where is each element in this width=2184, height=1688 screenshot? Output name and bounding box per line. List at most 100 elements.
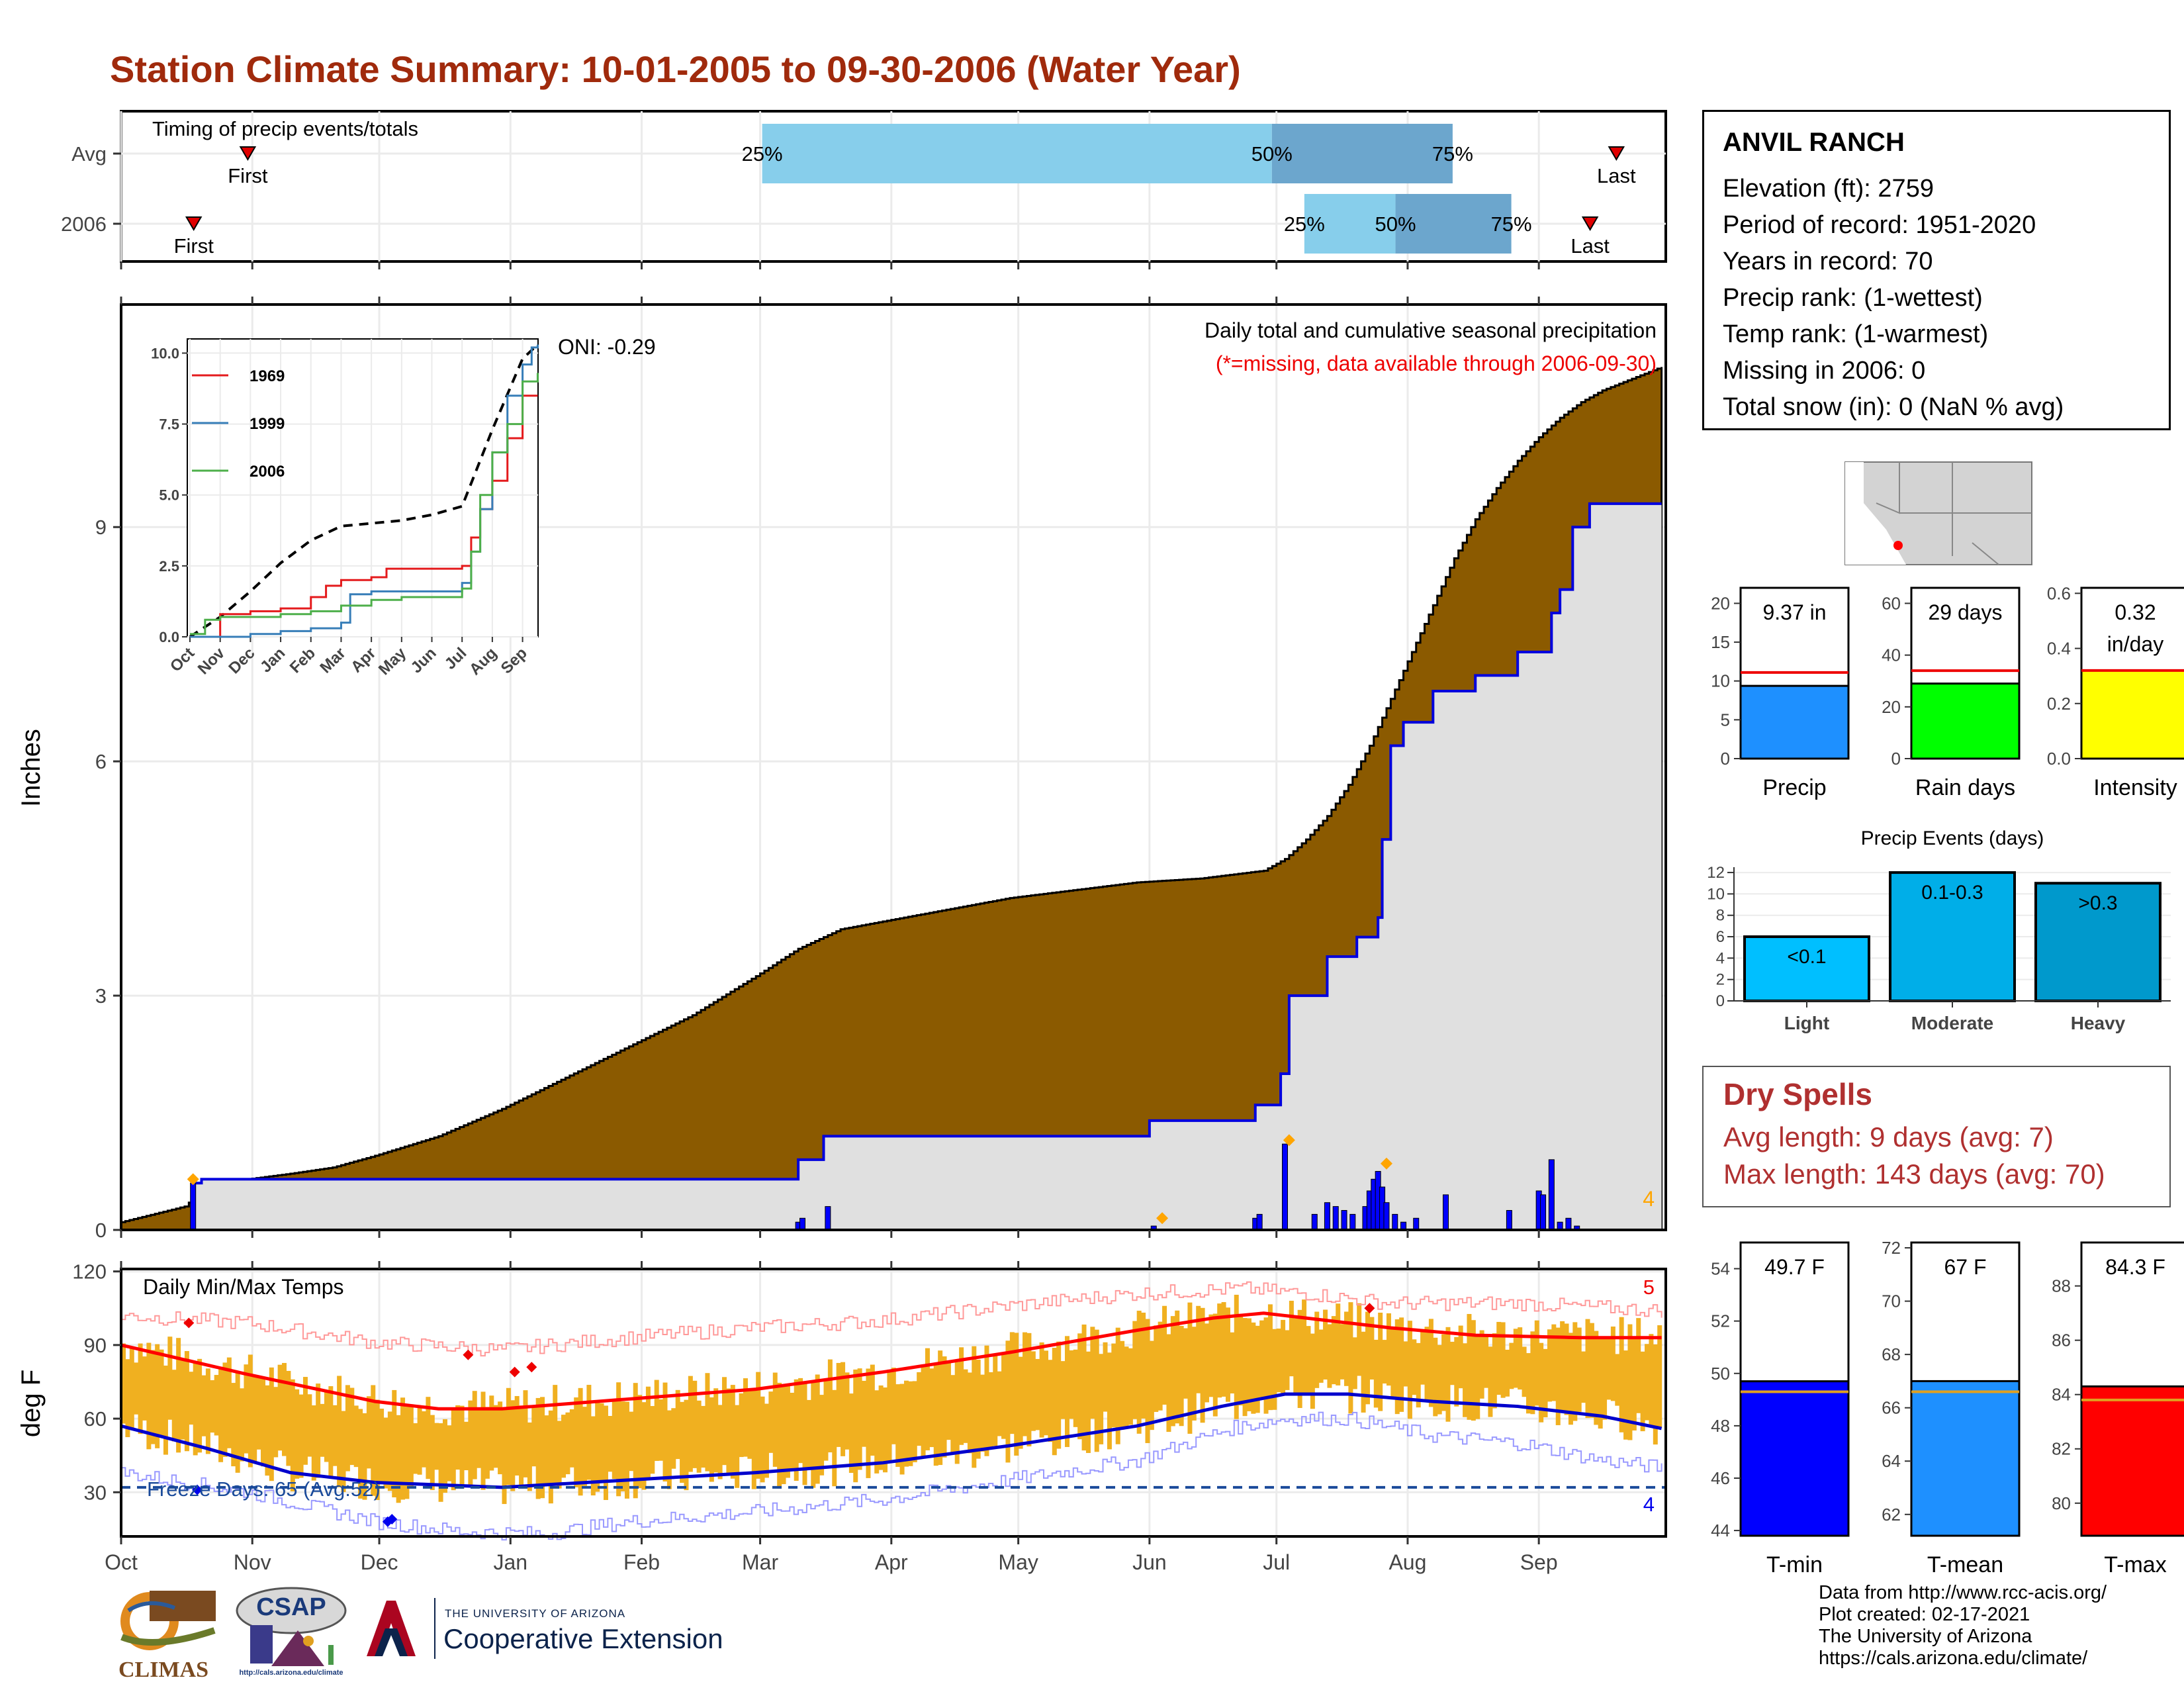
daily-temp-bar xyxy=(1636,1318,1641,1413)
daily-temp-bar xyxy=(726,1388,731,1474)
daily-temp-bar xyxy=(1547,1329,1552,1402)
daily-temp-bar xyxy=(1437,1344,1442,1415)
daily-temp-bar xyxy=(899,1383,905,1475)
daily-temp-bar xyxy=(954,1362,960,1464)
events-category-label: Moderate xyxy=(1911,1013,1993,1033)
daily-temp-bar xyxy=(1183,1328,1189,1399)
intensity-value-label: 0.32 xyxy=(2115,600,2156,624)
tmax-ytick-label: 82 xyxy=(2052,1439,2071,1459)
daily-temp-bar xyxy=(1564,1323,1569,1415)
daily-temp-bar xyxy=(1331,1316,1336,1385)
tmin-ytick-label: 54 xyxy=(1711,1259,1730,1279)
daily-temp-bar xyxy=(1525,1353,1531,1414)
daily-temp-bar xyxy=(447,1425,452,1481)
daily-temp-bar xyxy=(392,1389,397,1497)
credit-plot-created: Plot created: 02-17-2021 xyxy=(1819,1604,2030,1625)
locator-map xyxy=(1844,461,2032,565)
daily-temp-bar xyxy=(1449,1341,1455,1385)
daily-temp-bar xyxy=(1627,1324,1633,1440)
record-low-marker xyxy=(192,1484,203,1495)
daily-temp-bar xyxy=(903,1380,909,1467)
daily-temp-bar xyxy=(781,1385,786,1485)
inset-legend-label: 1969 xyxy=(250,367,285,385)
daily-temp-bar xyxy=(1323,1309,1328,1380)
daily-temp-bar xyxy=(210,1380,215,1433)
daily-temp-bar xyxy=(1657,1325,1662,1429)
daily-temp-bar xyxy=(1378,1312,1383,1411)
daily-temp-bar xyxy=(1044,1350,1048,1436)
tmean-chart: 62 64 66 68 70 72 67 F T-mean xyxy=(1882,1238,2021,1577)
tmin-chart: 44 46 48 50 52 54 49.7 F T-min xyxy=(1711,1241,1850,1577)
events-category-label: Heavy xyxy=(2071,1013,2126,1033)
daily-temp-bar xyxy=(244,1364,249,1454)
last-event-marker xyxy=(1581,216,1599,231)
tmax-record-line xyxy=(121,1281,1662,1357)
daily-temp-bar xyxy=(298,1394,304,1478)
daily-temp-bar xyxy=(756,1372,761,1479)
daily-temp-bar xyxy=(1594,1331,1599,1425)
daily-temp-bar xyxy=(925,1348,930,1450)
rain-days-ytick-label: 60 xyxy=(1882,593,1901,613)
precip-title: Daily total and cumulative seasonal prec… xyxy=(1205,318,1657,342)
daily-temp-bar xyxy=(827,1359,833,1453)
station-years: Years in record: 70 xyxy=(1723,248,1933,275)
daily-temp-bar xyxy=(142,1356,147,1421)
precip-total-ytick-label: 5 xyxy=(1721,710,1730,729)
daily-temp-bar xyxy=(933,1363,938,1466)
record-high-marker xyxy=(183,1317,195,1329)
daily-temp-bar xyxy=(540,1397,545,1499)
daily-temp-bar xyxy=(286,1370,291,1466)
daily-temp-bar xyxy=(1191,1327,1197,1421)
daily-temp-bar xyxy=(1048,1360,1053,1442)
daily-temp-bar xyxy=(641,1402,647,1490)
precip-marker xyxy=(1380,1157,1392,1170)
daily-precip-bar xyxy=(1413,1217,1420,1231)
daily-temp-bar xyxy=(1441,1334,1447,1411)
rain-days-ytick-label: 40 xyxy=(1882,645,1901,665)
daily-temp-bar xyxy=(1005,1340,1011,1463)
tmin-ytick-label: 46 xyxy=(1711,1468,1730,1488)
daily-temp-bar xyxy=(1120,1340,1125,1430)
daily-temp-bar xyxy=(345,1385,350,1472)
daily-temp-bar xyxy=(1631,1336,1637,1430)
daily-temp-bar xyxy=(713,1388,719,1473)
daily-temp-bar xyxy=(1433,1337,1438,1417)
events-ytick-label: 4 xyxy=(1716,949,1725,967)
daily-temp-bar xyxy=(701,1405,706,1468)
intensity-ytick-label: 0.6 xyxy=(2047,583,2071,603)
credit-university: The University of Arizona xyxy=(1819,1626,2032,1647)
daily-temp-bar xyxy=(815,1374,820,1484)
quartile-25-label: 25% xyxy=(1284,212,1325,236)
daily-temp-bar xyxy=(1238,1315,1244,1406)
daily-temp-bar xyxy=(1187,1302,1193,1434)
daily-temp-bar xyxy=(1103,1342,1108,1412)
daily-temp-bar xyxy=(620,1401,625,1491)
daily-temp-bar xyxy=(1154,1325,1159,1412)
daily-temp-bar xyxy=(332,1405,338,1466)
daily-temp-bar xyxy=(1572,1322,1578,1421)
inset-legend-label: 1999 xyxy=(250,415,285,433)
daily-temp-bar xyxy=(565,1412,570,1475)
daily-temp-bar xyxy=(1649,1334,1654,1427)
daily-temp-bar xyxy=(349,1387,355,1466)
daily-temp-bar xyxy=(1107,1352,1112,1450)
daily-temp-bar xyxy=(295,1389,300,1479)
daily-temp-bar xyxy=(836,1362,841,1447)
daily-temp-bar xyxy=(972,1346,977,1468)
intensity-bar xyxy=(2080,669,2184,760)
tmax-ytick-label: 84 xyxy=(2052,1385,2071,1405)
daily-temp-bar xyxy=(222,1362,228,1457)
daily-temp-bar xyxy=(844,1372,850,1450)
daily-temp-bar xyxy=(261,1377,266,1467)
daily-temp-bar xyxy=(1496,1321,1502,1395)
inset-ytick-label: 10.0 xyxy=(151,345,179,361)
daily-temp-bar xyxy=(848,1393,854,1474)
daily-temp-bar xyxy=(645,1386,651,1479)
daily-temp-bar xyxy=(417,1406,422,1475)
temp-ytick-label: 60 xyxy=(84,1407,107,1430)
daily-temp-bar xyxy=(167,1336,173,1420)
daily-temp-bar xyxy=(1576,1327,1582,1412)
daily-temp-bar xyxy=(938,1350,943,1466)
daily-temp-bar xyxy=(379,1408,385,1483)
daily-temp-bar xyxy=(553,1385,558,1484)
